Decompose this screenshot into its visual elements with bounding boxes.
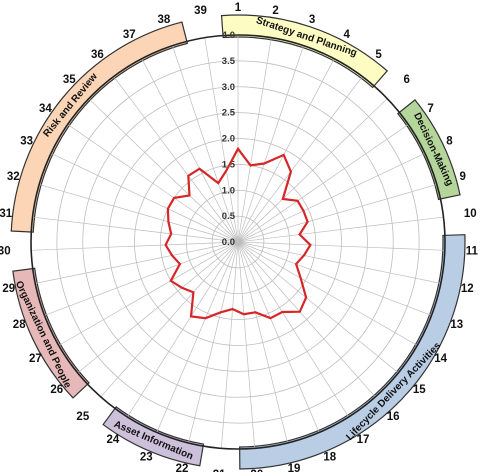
grid-ring-3 (159, 163, 317, 321)
spoke-label-34: 34 (39, 103, 52, 115)
spoke-label-4: 4 (344, 29, 351, 41)
spoke-label-13: 13 (450, 319, 463, 331)
spoke-label-22: 22 (176, 463, 189, 472)
grid-ring-7 (56, 60, 420, 424)
rtick-label-1: 0.5 (222, 211, 236, 222)
spoke-label-18: 18 (323, 451, 336, 463)
category-arc-6 (10, 21, 189, 233)
spoke-label-35: 35 (63, 74, 76, 86)
rtick-label-8: 4.0 (222, 30, 235, 41)
spoke-label-5: 5 (375, 49, 382, 61)
spoke-label-11: 11 (466, 245, 479, 257)
rtick-label-7: 3.5 (222, 56, 236, 67)
spoke-label-23: 23 (140, 451, 153, 463)
radar-grid (30, 34, 446, 450)
spoke-label-33: 33 (20, 136, 33, 148)
category-arc-5 (12, 267, 90, 399)
spoke-label-12: 12 (461, 283, 474, 295)
spoke-label-6: 6 (404, 74, 410, 86)
grid-ring-4 (134, 138, 342, 346)
radial-tick-labels: 0.00.51.01.52.02.53.03.54.0 (222, 30, 236, 248)
category-arc-4 (102, 406, 205, 467)
spoke-label-10: 10 (464, 208, 477, 220)
spoke-label-15: 15 (413, 384, 426, 396)
category-arc-1 (220, 14, 389, 89)
spoke-label-29: 29 (2, 283, 15, 295)
rtick-label-6: 3.0 (222, 82, 235, 93)
rtick-label-4: 2.0 (222, 134, 235, 145)
category-label-3: Lifecycle Delivery Activities (344, 340, 443, 443)
spoke-label-30: 30 (0, 245, 11, 257)
spoke-label-21: 21 (213, 469, 226, 472)
rtick-label-0: 0.0 (222, 237, 235, 248)
spoke-label-38: 38 (158, 14, 171, 26)
spoke-label-14: 14 (434, 353, 447, 365)
spoke-label-16: 16 (387, 411, 400, 423)
spoke-label-2: 2 (272, 5, 278, 17)
spoke-label-26: 26 (50, 384, 63, 396)
category-arcs (10, 14, 466, 470)
spoke-label-9: 9 (460, 171, 466, 183)
category-label-5: Organization and People (13, 279, 73, 390)
spoke-label-1: 1 (235, 2, 242, 14)
rtick-label-2: 1.0 (222, 185, 235, 196)
category-arc-3 (239, 234, 466, 470)
spoke-label-36: 36 (91, 49, 104, 61)
series-line-1 (164, 146, 312, 320)
spoke-label-24: 24 (107, 434, 120, 446)
spoke-label-39: 39 (194, 5, 207, 17)
spoke-label-37: 37 (123, 29, 136, 41)
spoke-label-17: 17 (357, 434, 370, 446)
grid-ring-8 (30, 34, 446, 450)
spoke-label-3: 3 (309, 14, 315, 26)
category-arc-2 (396, 99, 461, 201)
grid-ring-1 (211, 215, 265, 269)
grid-ring-6 (82, 86, 394, 398)
spoke-label-28: 28 (13, 319, 26, 331)
spoke-label-27: 27 (29, 353, 42, 365)
spoke-label-31: 31 (0, 208, 13, 220)
spoke-label-32: 32 (7, 171, 20, 183)
spoke-label-20: 20 (250, 469, 263, 472)
spoke-label-19: 19 (288, 463, 301, 472)
grid-ring-2 (185, 189, 291, 295)
spoke-label-8: 8 (446, 136, 453, 148)
series-layer (164, 146, 312, 320)
spoke-label-25: 25 (76, 411, 89, 423)
spoke-label-7: 7 (427, 103, 433, 115)
grid-ring-5 (108, 112, 368, 372)
rtick-label-5: 2.5 (222, 108, 236, 119)
